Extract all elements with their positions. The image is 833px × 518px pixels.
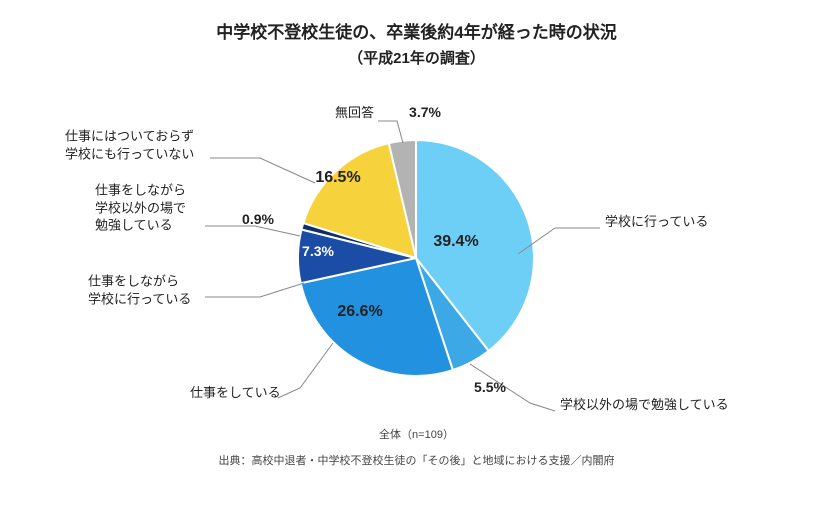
slice-value: 7.3% bbox=[302, 243, 334, 259]
slice-label: 学校に行っている bbox=[605, 213, 708, 231]
source-note: 出典：高校中退者・中学校不登校生徒の「その後」と地域における支援／内閣府 bbox=[0, 452, 833, 468]
leader-line bbox=[205, 283, 304, 297]
leader-line bbox=[378, 121, 403, 143]
slice-label: 仕事にはついておらず学校にも行っていない bbox=[65, 127, 194, 162]
slice-label: 仕事をしながら学校に行っている bbox=[88, 272, 191, 307]
slice-label: 学校以外の場で勉強している bbox=[560, 396, 729, 414]
slice-value: 39.4% bbox=[433, 233, 478, 251]
pie-chart bbox=[0, 68, 833, 448]
chart-area: 全体（n=109） 39.4% 5.5% 26.6% 7.3% 0.9% 16.5% 3.7… bbox=[0, 68, 833, 448]
slice-label: 仕事をしている bbox=[190, 384, 281, 402]
slice-value: 0.9% bbox=[242, 211, 274, 227]
leader-line bbox=[278, 343, 333, 398]
sample-size-note: 全体（n=109） bbox=[379, 426, 454, 442]
slice-label: 無回答 bbox=[335, 104, 374, 122]
slice-value: 16.5% bbox=[315, 169, 360, 187]
slice-value: 26.6% bbox=[337, 303, 382, 321]
leader-line bbox=[205, 226, 300, 236]
slice-value: 3.7% bbox=[409, 104, 441, 120]
leader-line bbox=[210, 158, 315, 183]
chart-subtitle: （平成21年の調査） bbox=[0, 47, 833, 68]
chart-title: 中学校不登校生徒の、卒業後約4年が経った時の状況 bbox=[0, 18, 833, 43]
slice-value: 5.5% bbox=[474, 379, 506, 395]
slice-label: 仕事をしながら学校以外の場で勉強している bbox=[95, 182, 186, 235]
